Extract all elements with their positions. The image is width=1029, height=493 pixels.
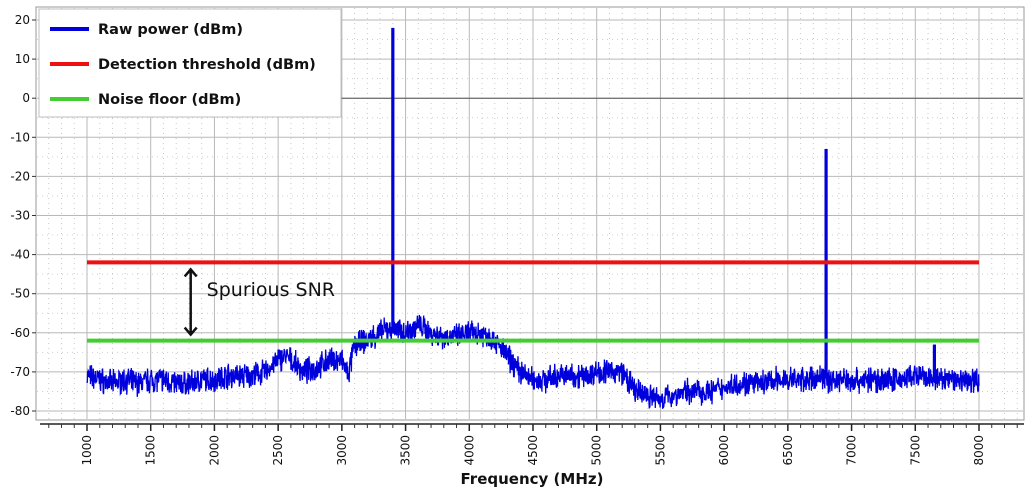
x-tick-label: 1500 — [144, 435, 158, 466]
y-tick-label: -50 — [10, 287, 30, 301]
y-tick-label: -10 — [10, 130, 30, 144]
legend-label-detection-threshold: Detection threshold (dBm) — [98, 57, 316, 73]
x-tick-label: 5500 — [653, 435, 667, 466]
legend-box — [38, 8, 342, 118]
x-tick-label: 7000 — [845, 435, 859, 466]
y-axis-ticks: 20 10 0 -10 -20 -30 -40 -50 -60 -70 -80 — [10, 13, 36, 418]
x-tick-label: 2000 — [207, 435, 221, 466]
x-axis: 1000 1500 2000 2500 3000 3500 4000 4500 5000 5500… — [40, 423, 1024, 466]
grid — [37, 8, 1023, 419]
y-tick-label: -30 — [10, 209, 30, 223]
x-tick-label: 2500 — [271, 435, 285, 466]
legend: Raw power (dBm) Detection threshold (dBm… — [38, 8, 342, 118]
x-axis-title: Frequency (MHz) — [461, 470, 604, 488]
snr-annotation-label: Spurious SNR — [207, 279, 335, 301]
arrow-head-down-icon — [183, 326, 198, 337]
y-tick-label: -60 — [10, 326, 30, 340]
series-raw-power-line — [86, 314, 980, 409]
legend-label-noise-floor: Noise floor (dBm) — [98, 92, 241, 108]
x-tick-label: 6000 — [717, 435, 731, 466]
x-tick-label: 3000 — [335, 435, 349, 466]
snr-annotation: Spurious SNR — [183, 267, 335, 337]
x-tick-label: 7500 — [908, 435, 922, 466]
x-tick-label: 1000 — [80, 435, 94, 466]
y-tick-label: -20 — [10, 169, 30, 183]
legend-label-raw-power: Raw power (dBm) — [98, 22, 243, 38]
y-tick-label: 20 — [15, 13, 30, 27]
x-tick-label: 8000 — [972, 435, 986, 466]
arrow-head-up-icon — [183, 267, 198, 278]
y-tick-label: -40 — [10, 248, 30, 262]
x-tick-label: 3500 — [399, 435, 413, 466]
y-tick-label: -70 — [10, 365, 30, 379]
x-tick-label: 5000 — [590, 435, 604, 466]
y-tick-label: 0 — [22, 91, 30, 105]
y-tick-label: 10 — [15, 52, 30, 66]
x-tick-label: 6500 — [781, 435, 795, 466]
x-tick-label: 4000 — [462, 435, 476, 466]
x-tick-label: 4500 — [526, 435, 540, 466]
series-layer — [86, 27, 980, 409]
y-tick-label: -80 — [10, 404, 30, 418]
